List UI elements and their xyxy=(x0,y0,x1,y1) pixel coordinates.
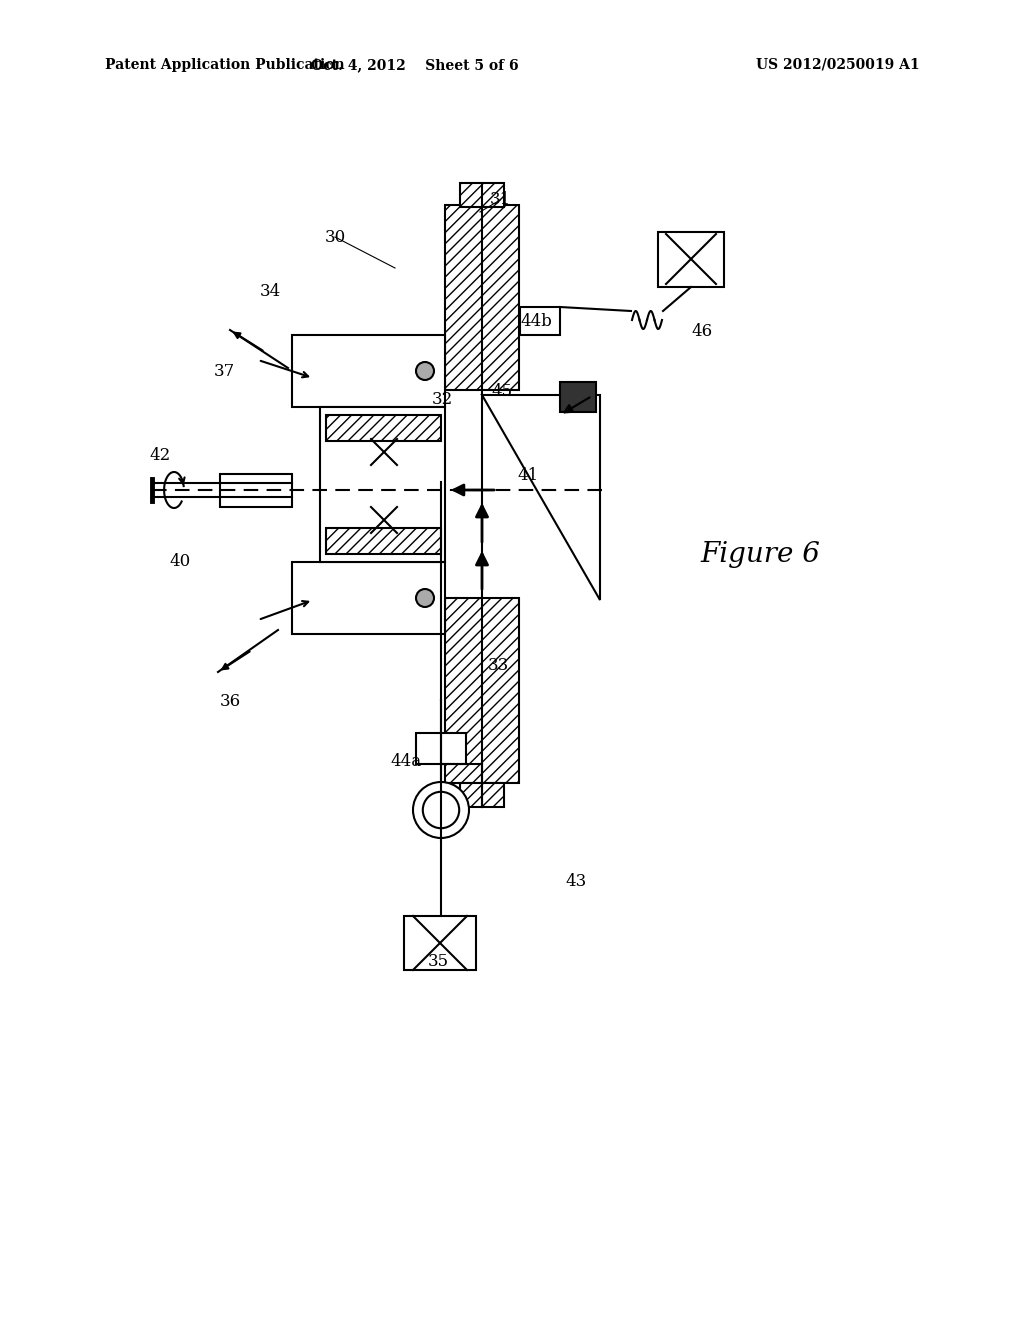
Text: 30: 30 xyxy=(325,228,346,246)
Bar xyxy=(560,381,596,412)
Text: 35: 35 xyxy=(427,953,449,970)
Bar xyxy=(460,183,504,207)
Bar xyxy=(326,414,441,441)
Text: US 2012/0250019 A1: US 2012/0250019 A1 xyxy=(757,58,920,73)
Bar xyxy=(658,232,724,286)
Circle shape xyxy=(423,792,459,828)
Text: 40: 40 xyxy=(169,553,190,570)
Text: 31: 31 xyxy=(489,191,511,209)
Bar xyxy=(326,528,441,554)
Text: Patent Application Publication: Patent Application Publication xyxy=(105,58,345,73)
Text: 34: 34 xyxy=(259,284,281,301)
Text: 37: 37 xyxy=(213,363,234,380)
Bar xyxy=(220,474,292,507)
Bar xyxy=(445,205,519,389)
Bar xyxy=(445,205,519,389)
Circle shape xyxy=(413,781,469,838)
Text: 44b: 44b xyxy=(520,314,552,330)
Text: 46: 46 xyxy=(691,323,713,341)
Bar xyxy=(326,414,441,441)
Text: 41: 41 xyxy=(517,467,539,484)
Text: 42: 42 xyxy=(150,447,171,465)
Text: 45: 45 xyxy=(492,384,513,400)
Bar xyxy=(326,528,441,554)
Text: 43: 43 xyxy=(565,874,587,891)
Bar xyxy=(460,783,504,807)
Text: 44a: 44a xyxy=(390,754,422,771)
Bar xyxy=(460,783,504,807)
Text: 32: 32 xyxy=(431,392,453,408)
Text: Oct. 4, 2012    Sheet 5 of 6: Oct. 4, 2012 Sheet 5 of 6 xyxy=(311,58,519,73)
Bar xyxy=(416,733,466,764)
Bar xyxy=(292,562,445,634)
Circle shape xyxy=(416,589,434,607)
Bar xyxy=(445,598,519,783)
Bar xyxy=(445,598,519,783)
Bar xyxy=(292,335,445,407)
Text: 36: 36 xyxy=(219,693,241,710)
Text: Figure 6: Figure 6 xyxy=(700,541,820,569)
Bar xyxy=(319,407,445,562)
Text: 33: 33 xyxy=(487,656,509,673)
Circle shape xyxy=(416,362,434,380)
Bar xyxy=(520,308,560,335)
Bar xyxy=(460,183,504,207)
Bar xyxy=(404,916,476,970)
